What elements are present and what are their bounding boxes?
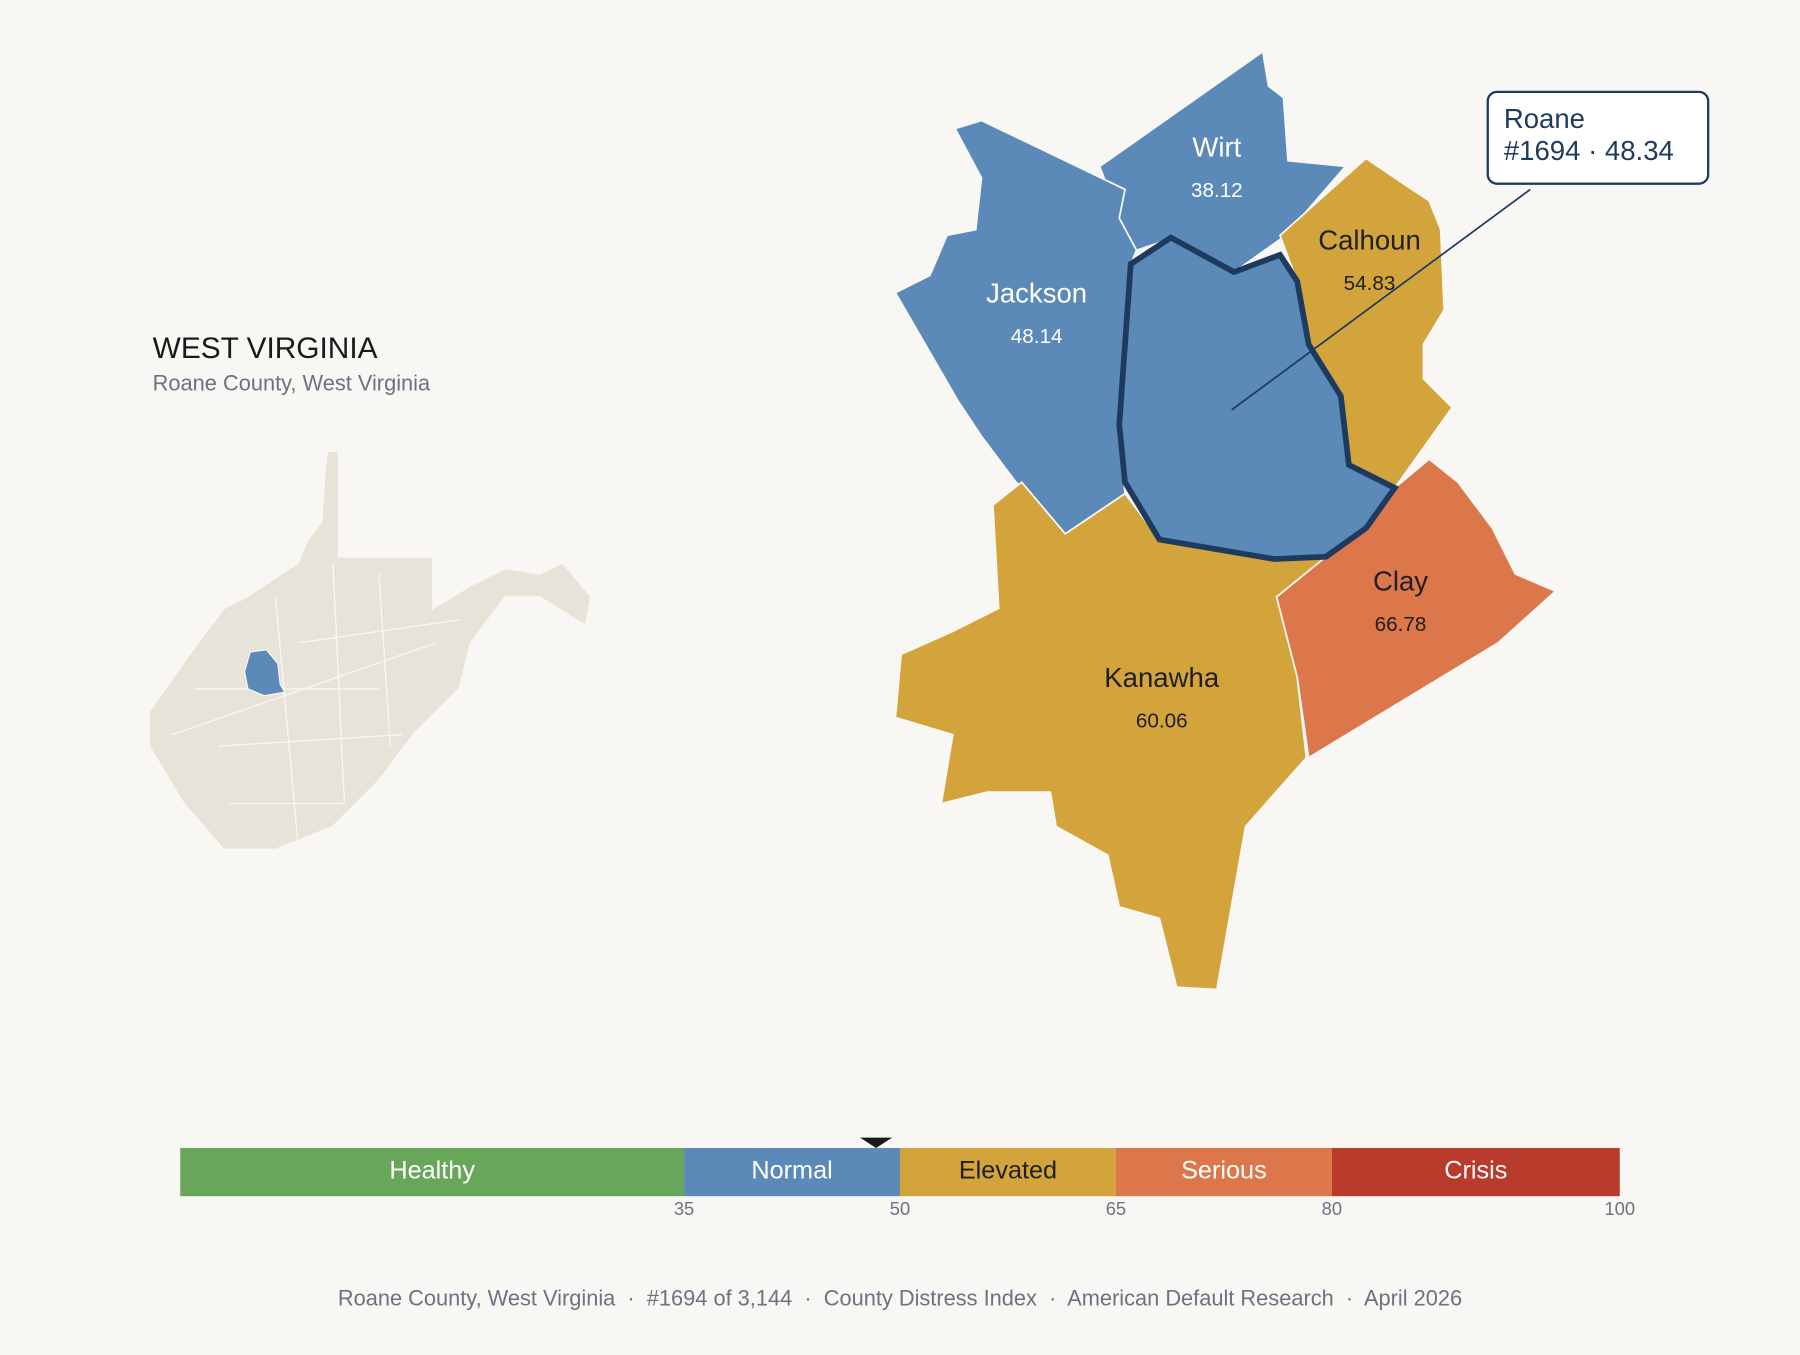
- county-value: 38.12: [1191, 179, 1243, 202]
- scale-band: [900, 1147, 1116, 1197]
- scale-band-label: Serious: [1181, 1157, 1267, 1185]
- scale-band-label: Crisis: [1444, 1157, 1507, 1185]
- scale-band: [684, 1147, 900, 1197]
- state-inset: [148, 450, 593, 851]
- county-name: Jackson: [986, 277, 1087, 308]
- scale-tick-label: 50: [890, 1198, 910, 1219]
- scale-tick-label: 100: [1604, 1198, 1635, 1219]
- county-value: 48.14: [1011, 325, 1063, 348]
- scale-tick-label: 35: [674, 1198, 694, 1219]
- scale-band-label: Normal: [751, 1157, 832, 1185]
- county-value: 60.06: [1136, 710, 1188, 733]
- callout-name: Roane: [1504, 103, 1585, 134]
- county-name: Wirt: [1192, 132, 1241, 163]
- scale-band: [1115, 1147, 1332, 1197]
- subtitle: Roane County, West Virginia: [153, 370, 431, 395]
- county-map: Wirt 38.12 Jackson 48.14 Calhoun 54.83 Clay 66.…: [894, 50, 1558, 991]
- callout-leader: [1231, 188, 1531, 411]
- title: WEST VIRGINIA: [153, 332, 378, 365]
- scale-band-label: Elevated: [959, 1157, 1057, 1185]
- inset-county-lines: [171, 562, 460, 850]
- footer: Roane County, West Virginia · #1694 of 3…: [338, 1285, 1462, 1310]
- scale-band-label: Healthy: [389, 1157, 475, 1185]
- county: [1116, 234, 1400, 562]
- scale-band: [1331, 1147, 1620, 1197]
- scale-band: [180, 1147, 685, 1197]
- inset-highlight: [243, 649, 286, 697]
- county-name: Kanawha: [1104, 662, 1220, 693]
- callout-box: [1486, 90, 1710, 185]
- county-name: Calhoun: [1318, 225, 1421, 256]
- scale-tick-label: 80: [1322, 1198, 1342, 1219]
- state-outline: [148, 450, 593, 851]
- county: [894, 480, 1329, 991]
- callout-label: #1694 · 48.34: [1504, 135, 1674, 166]
- county-value: 54.83: [1344, 272, 1396, 295]
- scale-marker: [860, 1137, 893, 1148]
- county-name: Clay: [1373, 565, 1428, 596]
- county-value: 66.78: [1375, 613, 1427, 636]
- scale-tick-label: 65: [1106, 1198, 1126, 1219]
- callout: Roane #1694 · 48.34: [1231, 90, 1710, 411]
- scale-bar: Healthy 35 Normal 50 Elevated 65 Serious 80 Cris…: [180, 1137, 1635, 1219]
